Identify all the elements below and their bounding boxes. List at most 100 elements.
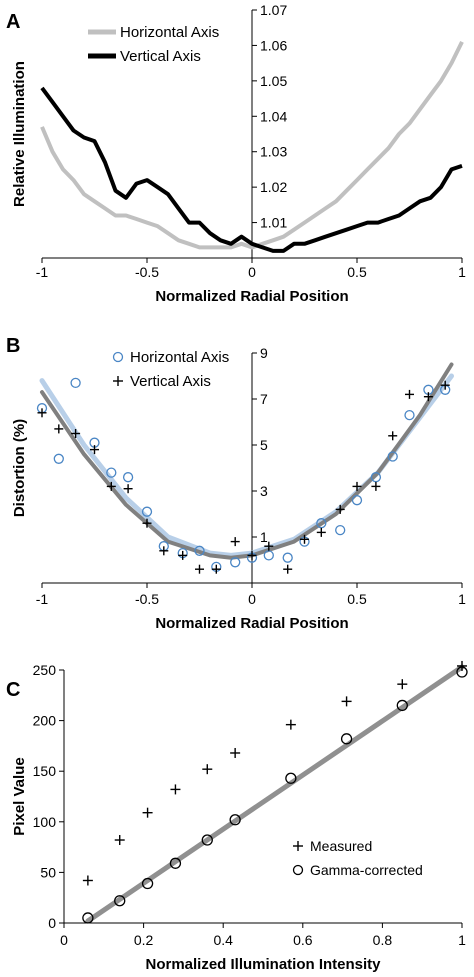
data-point-circle: [82, 912, 94, 924]
y-tick-label: 1: [260, 529, 268, 545]
x-tick-label: 0: [248, 264, 256, 280]
data-point-plus: [423, 392, 433, 402]
data-point-circle: [285, 772, 297, 784]
y-axis-title: Relative Illumination: [11, 61, 28, 207]
legend-label: Horizontal Axis: [120, 24, 219, 41]
y-tick-label: 1.01: [260, 215, 287, 231]
data-point-circle: [456, 666, 468, 678]
data-point-plus: [300, 534, 309, 544]
y-axis-title: Distortion (%): [11, 419, 28, 517]
x-tick-label: 0: [60, 932, 68, 948]
x-tick-label: 1: [458, 932, 466, 948]
y-tick-label: 5: [260, 437, 268, 453]
x-tick-label: 1: [458, 264, 466, 280]
data-point-circle: [229, 814, 241, 826]
series-line: [40, 41, 464, 250]
data-point-circle: [396, 699, 408, 712]
data-point-circle: [70, 377, 81, 389]
x-tick-label: 0.2: [134, 932, 154, 948]
data-point-circle: [122, 472, 134, 483]
data-point-plus: [202, 764, 213, 775]
fit-curve: [40, 362, 454, 560]
data-point-circle: [230, 557, 241, 568]
data-point-plus: [352, 481, 362, 491]
data-point-plus: [82, 875, 93, 886]
x-tick-label: 0.6: [293, 932, 313, 948]
y-tick-label: 150: [33, 763, 57, 779]
legend-marker-circle: [292, 864, 304, 876]
data-point-circle: [340, 733, 353, 745]
y-tick-label: 9: [260, 345, 268, 361]
legend-label: Gamma-corrected: [310, 862, 423, 878]
y-tick-label: 250: [33, 662, 57, 678]
data-point-circle: [194, 545, 205, 556]
data-point-plus: [285, 719, 296, 730]
data-point-circle: [141, 506, 153, 517]
data-point-plus: [142, 518, 152, 528]
data-point-plus: [335, 504, 345, 514]
data-point-plus: [457, 660, 467, 671]
data-point-plus: [397, 679, 408, 690]
data-point-plus: [90, 445, 99, 455]
data-point-circle: [201, 834, 213, 846]
data-point-plus: [178, 550, 188, 560]
data-point-plus: [230, 747, 241, 758]
y-tick-label: 1.03: [260, 144, 287, 160]
data-point-circle: [141, 877, 154, 890]
data-point-circle: [335, 524, 346, 536]
x-tick-label: -1: [36, 591, 49, 607]
data-point-plus: [37, 408, 47, 418]
x-tick-label: -1: [36, 264, 49, 280]
data-point-plus: [71, 429, 81, 438]
data-point-circle: [53, 453, 64, 464]
x-tick-label: 0.4: [213, 932, 233, 948]
y-tick-label: 7: [260, 391, 268, 407]
data-point-plus: [264, 541, 274, 551]
data-point-plus: [247, 550, 257, 560]
y-tick-label: 1.02: [260, 179, 287, 195]
fit-curve: [85, 664, 465, 924]
data-point-plus: [388, 431, 398, 441]
data-point-plus: [123, 484, 133, 494]
series-line: [40, 86, 463, 253]
data-point-plus: [440, 380, 450, 390]
data-point-plus: [54, 424, 64, 434]
panel-label: C: [6, 679, 20, 701]
data-point-circle: [387, 451, 398, 462]
data-point-plus: [283, 564, 293, 574]
data-point-circle: [351, 495, 363, 506]
panel-label: A: [6, 11, 20, 33]
legend-marker-circle: [112, 351, 124, 363]
data-point-circle: [106, 467, 117, 478]
data-point-plus: [114, 835, 125, 846]
data-point-plus: [195, 564, 204, 574]
y-tick-label: 100: [33, 814, 57, 830]
y-tick-label: 50: [40, 864, 56, 880]
legend-label: Vertical Axis: [130, 373, 211, 390]
data-point-circle: [114, 895, 126, 907]
x-tick-label: 1: [458, 591, 466, 607]
y-tick-label: 200: [33, 713, 57, 729]
x-tick-label: -0.5: [135, 264, 159, 280]
data-point-circle: [370, 472, 382, 483]
data-point-circle: [404, 409, 415, 421]
x-axis-title: Normalized Radial Position: [155, 288, 348, 305]
data-point-plus: [230, 537, 240, 547]
data-point-plus: [341, 696, 352, 707]
x-tick-label: -0.5: [135, 591, 159, 607]
fit-curve: [39, 373, 454, 558]
x-tick-label: 0.8: [373, 932, 393, 948]
panel-label: B: [6, 335, 20, 357]
legend-label: Measured: [310, 838, 372, 854]
legend-label: Horizontal Axis: [130, 349, 229, 366]
data-point-plus: [106, 481, 116, 491]
data-point-circle: [169, 857, 182, 869]
data-point-circle: [282, 552, 293, 563]
x-tick-label: 0.5: [347, 591, 367, 607]
data-point-circle: [316, 518, 327, 529]
data-point-circle: [263, 550, 274, 561]
y-tick-label: 1.07: [260, 2, 287, 18]
x-axis-title: Normalized Radial Position: [155, 615, 348, 632]
data-point-plus: [170, 784, 181, 795]
y-tick-label: 1.05: [260, 73, 287, 89]
